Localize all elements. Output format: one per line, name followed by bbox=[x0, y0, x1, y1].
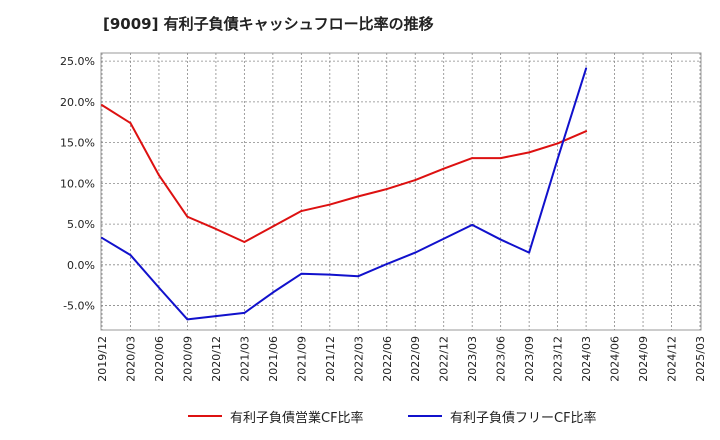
x-tick-label: 2021/09 bbox=[295, 336, 308, 382]
data-point bbox=[158, 174, 160, 177]
x-tick-label: 2022/09 bbox=[409, 336, 422, 382]
data-point bbox=[101, 237, 103, 239]
data-point bbox=[414, 179, 417, 181]
data-point bbox=[101, 104, 103, 107]
x-tick-label: 2022/12 bbox=[438, 336, 451, 382]
y-tick-label: 5.0% bbox=[67, 218, 95, 231]
y-tick-label: 25.0% bbox=[60, 55, 95, 68]
x-tick-label: 2020/06 bbox=[153, 336, 166, 382]
x-tick-label: 2023/09 bbox=[523, 336, 536, 382]
data-point bbox=[300, 272, 303, 275]
x-tick-label: 2023/03 bbox=[466, 336, 479, 382]
data-point bbox=[243, 241, 246, 243]
legend-swatch-operating-cf bbox=[188, 415, 222, 417]
y-tick-label: 15.0% bbox=[60, 137, 95, 150]
data-point bbox=[471, 157, 474, 159]
chart-title: [9009] 有利子負債キャッシュフロー比率の推移 bbox=[103, 15, 434, 33]
data-point bbox=[556, 158, 559, 160]
data-point bbox=[585, 130, 587, 133]
x-tick-label: 2020/09 bbox=[181, 336, 194, 382]
plot-area bbox=[100, 52, 702, 331]
x-tick-label: 2024/12 bbox=[666, 336, 679, 382]
data-point bbox=[158, 286, 160, 289]
legend: 有利子負債営業CF比率 有利子負債フリーCF比率 bbox=[0, 404, 720, 428]
x-tick-label: 2021/03 bbox=[238, 336, 251, 382]
data-point bbox=[129, 254, 132, 256]
x-axis-ticks: 2019/12 2020/03 2020/06 2020/09 2020/12 2021/… bbox=[96, 336, 707, 382]
x-tick-label: 2024/06 bbox=[609, 336, 622, 382]
data-point bbox=[243, 311, 246, 314]
data-point bbox=[357, 195, 360, 198]
y-axis-ticks: 25.0% 20.0% 15.0% 10.0% 5.0% 0.0% -5.0% bbox=[60, 55, 95, 312]
data-point bbox=[499, 157, 502, 159]
x-tick-label: 2019/12 bbox=[96, 336, 109, 382]
series-lines bbox=[101, 67, 588, 321]
data-point bbox=[215, 228, 217, 230]
data-point bbox=[271, 291, 274, 294]
data-point bbox=[442, 167, 445, 170]
data-point bbox=[585, 67, 587, 70]
x-tick-label: 2022/06 bbox=[381, 336, 394, 382]
data-point bbox=[186, 215, 189, 218]
legend-label-operating-cf: 有利子負債営業CF比率 bbox=[230, 410, 364, 426]
x-tick-label: 2025/03 bbox=[694, 336, 707, 382]
data-point bbox=[442, 237, 445, 240]
data-point bbox=[556, 142, 559, 145]
data-point bbox=[328, 203, 331, 206]
data-point bbox=[300, 210, 303, 212]
legend-swatch-free-cf bbox=[408, 415, 442, 417]
x-tick-label: 2020/03 bbox=[124, 336, 137, 382]
x-tick-label: 2021/12 bbox=[324, 336, 337, 382]
data-point bbox=[385, 188, 388, 190]
y-tick-label: -5.0% bbox=[63, 300, 95, 313]
data-point bbox=[271, 225, 274, 228]
x-tick-label: 2021/06 bbox=[267, 336, 280, 382]
data-point bbox=[528, 151, 531, 154]
data-point bbox=[528, 251, 531, 254]
grid bbox=[101, 53, 701, 330]
x-tick-label: 2024/03 bbox=[580, 336, 593, 382]
x-tick-label: 2020/12 bbox=[210, 336, 223, 382]
x-tick-label: 2023/06 bbox=[495, 336, 508, 382]
data-point bbox=[471, 224, 474, 226]
legend-label-free-cf: 有利子負債フリーCF比率 bbox=[450, 410, 597, 426]
y-tick-label: 10.0% bbox=[60, 177, 95, 190]
x-tick-label: 2023/12 bbox=[552, 336, 565, 382]
data-point bbox=[328, 273, 331, 276]
series-line-1 bbox=[101, 104, 588, 244]
data-point bbox=[215, 315, 217, 318]
data-point bbox=[357, 275, 360, 278]
x-tick-label: 2024/09 bbox=[637, 336, 650, 382]
y-tick-label: 20.0% bbox=[60, 96, 95, 109]
x-tick-label: 2022/03 bbox=[352, 336, 365, 382]
legend-item-free-cf: 有利子負債フリーCF比率 bbox=[408, 404, 597, 428]
data-point bbox=[414, 251, 417, 254]
data-point bbox=[385, 263, 388, 265]
y-tick-label: 0.0% bbox=[67, 259, 95, 272]
data-point bbox=[129, 122, 132, 124]
legend-item-operating-cf: 有利子負債営業CF比率 bbox=[188, 404, 364, 428]
data-point bbox=[499, 238, 502, 241]
series-line-2 bbox=[101, 67, 588, 321]
data-point bbox=[186, 318, 189, 321]
